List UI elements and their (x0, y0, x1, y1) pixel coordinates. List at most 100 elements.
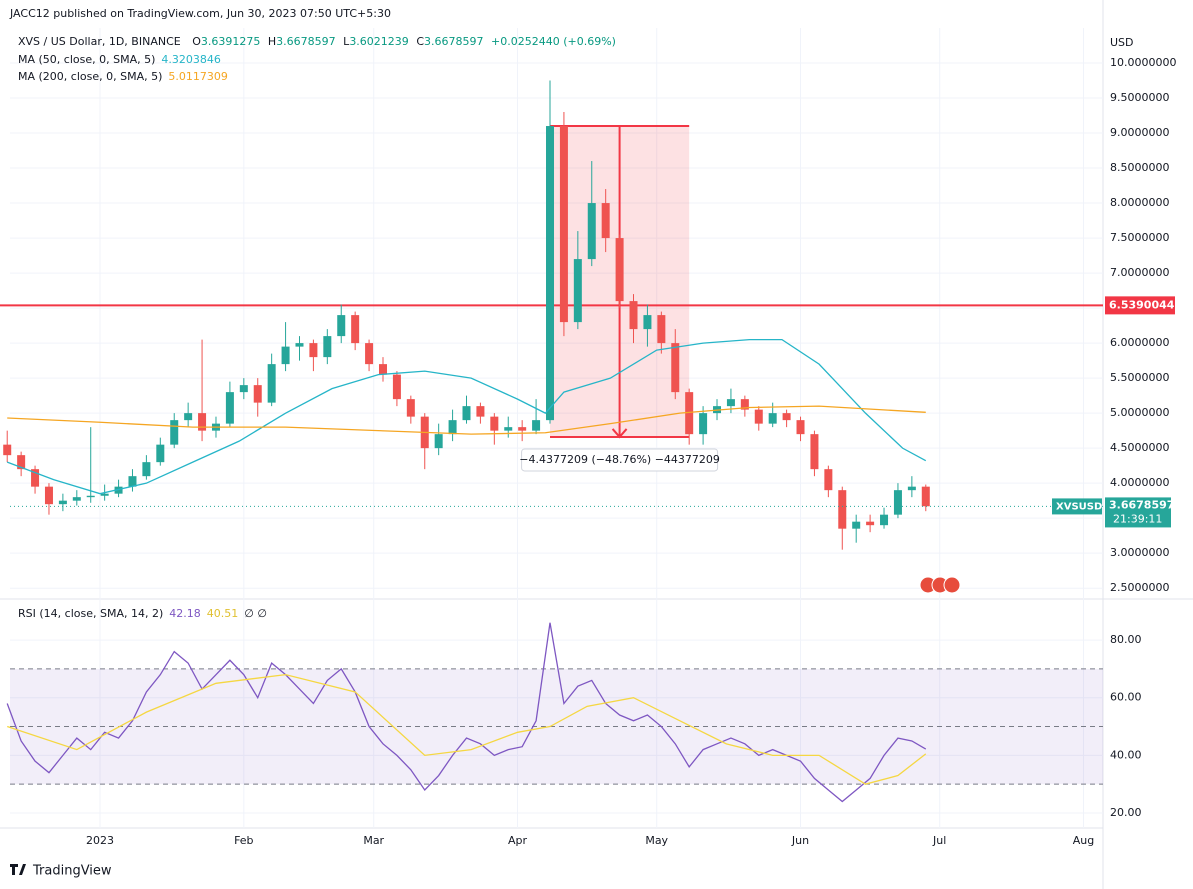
ticker-tag (1052, 498, 1102, 515)
candle-body (699, 413, 708, 435)
candle-body (239, 385, 248, 393)
measure-arrowhead (611, 428, 628, 439)
y-tick-label: 5.0000000 (1110, 406, 1170, 419)
candle-body (434, 434, 443, 449)
ohlc-key: L (343, 35, 350, 48)
legend-ma50: MA (50, close, 0, SMA, 5) 4.3203846 (18, 53, 221, 66)
y-tick-label: 5.5000000 (1110, 371, 1170, 384)
candle-body (406, 399, 415, 417)
ohlc-key: H (268, 35, 276, 48)
rsi-extra: ∅ ∅ (244, 607, 267, 620)
candle-body (3, 444, 12, 456)
candle-body (476, 406, 485, 417)
candle-body (671, 343, 680, 393)
candle-body (740, 399, 749, 410)
candle-body (768, 413, 777, 424)
rsi-title: RSI (14, close, SMA, 14, 2) (18, 607, 163, 620)
x-tick-label: Aug (1073, 834, 1094, 847)
candle-body (601, 203, 610, 239)
candle-body (198, 413, 207, 431)
event-icon (943, 576, 961, 594)
rsi-line (7, 673, 927, 785)
brand-name: TradingView (32, 864, 112, 879)
candle-body (685, 392, 694, 435)
candle-body (518, 427, 527, 431)
candle-body (754, 409, 763, 424)
candle-body (142, 462, 151, 477)
logo (10, 864, 26, 875)
rsi-tick-label: 60.00 (1110, 691, 1142, 704)
brand: TradingView (10, 864, 112, 879)
candle-body (643, 315, 652, 330)
ticker: XVSUSD (1056, 501, 1102, 512)
currency: USD (1110, 36, 1134, 49)
candle-body (796, 420, 805, 435)
rsi-legend: RSI (14, close, SMA, 14, 2) 42.18 40.51 ∅ ∅ (18, 607, 267, 620)
y-tick-label: 8.5000000 (1110, 161, 1170, 174)
hline-tag (1105, 296, 1175, 315)
ohlc-value: 3.6678597 (424, 35, 484, 48)
price-label: 3.6678597 (1109, 498, 1174, 511)
candle-body (824, 469, 833, 491)
candle-body (907, 486, 916, 491)
ma-value: 4.3203846 (161, 53, 221, 66)
ohlc-value: 3.6391275 (201, 35, 261, 48)
measure-label: −4.4377209 (−48.76%) −44377209 (519, 453, 720, 466)
candle-body (880, 514, 889, 526)
candle-body (504, 427, 513, 431)
candle-body (156, 444, 165, 463)
candle-body (852, 521, 861, 529)
candle-body (17, 455, 26, 470)
candle-body (726, 399, 735, 407)
candle-body (72, 497, 81, 501)
candle-body (114, 486, 123, 494)
candle-body (559, 126, 568, 323)
rsi-value: 42.18 (169, 607, 201, 620)
x-tick-label: Feb (234, 834, 253, 847)
candle-body (866, 521, 875, 526)
candle-body (295, 343, 304, 347)
candle-body (546, 126, 555, 421)
ma-name: MA (50, close, 0, SMA, 5) (18, 53, 155, 66)
y-tick-label: 7.0000000 (1110, 266, 1170, 279)
candle-body (31, 469, 40, 487)
candle-body (782, 413, 791, 421)
published-note: JACC12 published on TradingView.com, Jun… (9, 7, 391, 20)
candle-body (128, 476, 137, 487)
legend-ohlc: XVS / US Dollar, 1D, BINANCE O3.6391275 … (18, 35, 616, 48)
y-tick-label: 4.0000000 (1110, 476, 1170, 489)
candle-body (921, 486, 930, 507)
measure-label-box (521, 448, 719, 472)
rsi-tick-label: 20.00 (1110, 806, 1142, 819)
x-tick-label: Jun (791, 834, 809, 847)
ohlc-value: 3.6021239 (349, 35, 409, 48)
x-tick-label: Mar (363, 834, 384, 847)
candle-body (365, 343, 374, 365)
candle-body (657, 315, 666, 344)
ma-value: 5.0117309 (168, 70, 228, 83)
candle-body (573, 259, 582, 323)
candle-body (86, 495, 95, 498)
ohlc-key: C (416, 35, 424, 48)
candle-body (323, 336, 332, 358)
candle-body (893, 490, 902, 515)
candle-body (615, 238, 624, 302)
candle-body (309, 343, 318, 358)
y-tick-label: 2.5000000 (1110, 581, 1170, 594)
candle-body (448, 420, 457, 435)
x-tick-label: Jul (932, 834, 946, 847)
rsi-tick-label: 80.00 (1110, 633, 1142, 646)
hline-label: 6.5390044 (1109, 298, 1175, 311)
rsi-ma-value: 40.51 (207, 607, 239, 620)
candle-body (267, 364, 276, 403)
y-tick-label: 3.0000000 (1110, 546, 1170, 559)
candle-body (44, 486, 53, 505)
candle-body (587, 203, 596, 260)
candle-body (490, 416, 499, 431)
candle-body (100, 493, 109, 496)
candle-body (351, 315, 360, 344)
ohlc-key: O (192, 35, 201, 48)
countdown: 21:39:11 (1113, 512, 1162, 525)
